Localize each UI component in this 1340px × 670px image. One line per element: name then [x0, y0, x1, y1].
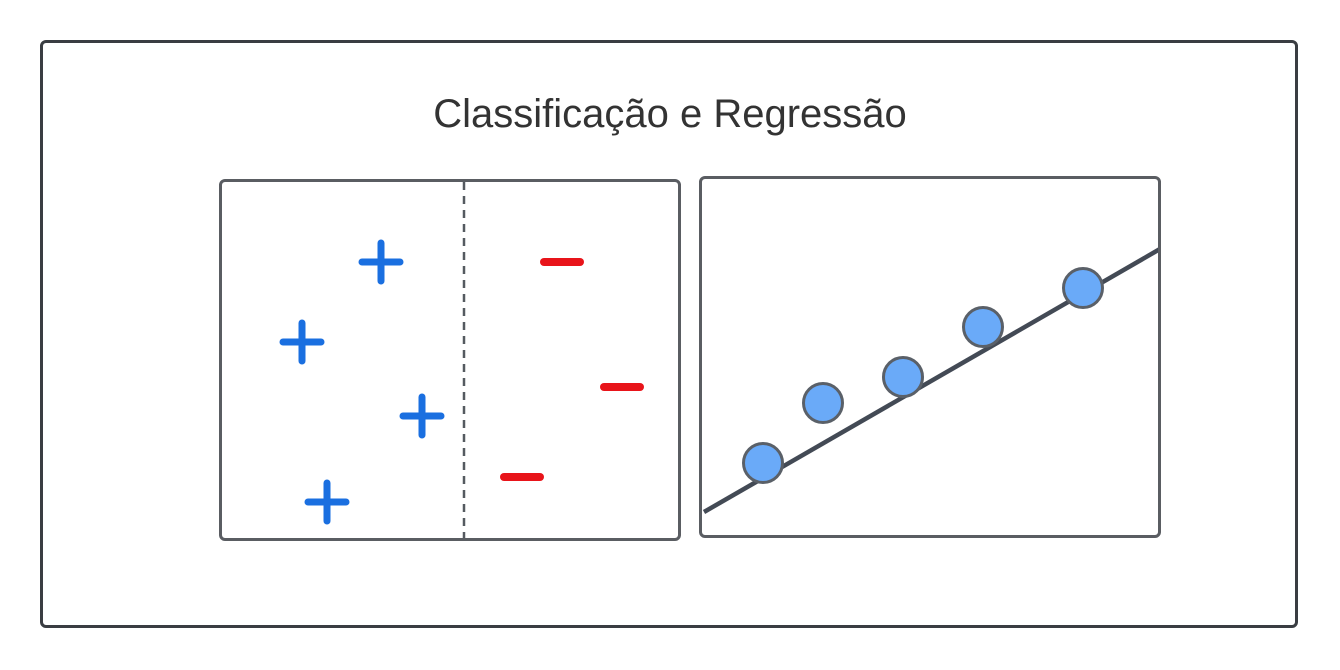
- data-point: [802, 382, 844, 424]
- positive-sample: [399, 393, 445, 439]
- data-point: [882, 356, 924, 398]
- data-point: [962, 306, 1004, 348]
- diagram-title: Classificação e Regressão: [433, 92, 907, 136]
- positive-sample: [304, 479, 350, 525]
- regression-plot: [702, 247, 1158, 514]
- diagram-frame: [40, 40, 1298, 628]
- positive-sample: [358, 239, 404, 285]
- positive-sample: [279, 319, 325, 365]
- regression-panel: [699, 176, 1161, 538]
- classification-plot: [279, 182, 644, 538]
- classification-panel: [219, 179, 681, 541]
- data-point: [742, 442, 784, 484]
- data-point: [1062, 267, 1104, 309]
